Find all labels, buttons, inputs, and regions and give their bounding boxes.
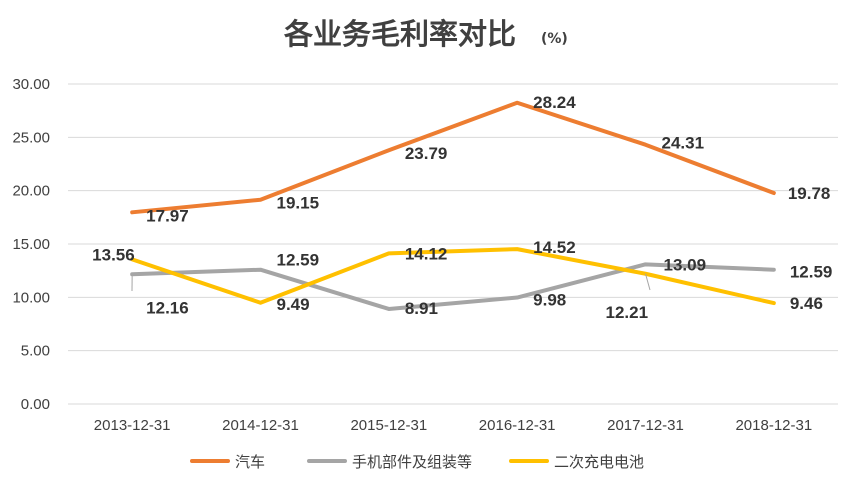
chart-title-unit: (%) [541, 31, 568, 47]
data-label: 24.31 [662, 134, 705, 153]
legend-label: 二次充电电池 [554, 453, 644, 471]
legend-label: 手机部件及组装等 [352, 453, 472, 471]
data-label: 14.52 [533, 238, 576, 257]
data-labels: 17.97 19.15 23.79 28.24 24.31 19.78 12.16 12.59… [92, 93, 832, 322]
data-label: 19.78 [788, 184, 831, 203]
y-tick-label: 30.00 [12, 76, 50, 93]
data-label: 14.12 [405, 244, 448, 263]
x-tick-label: 2013-12-31 [94, 417, 171, 434]
series-line-3 [130, 247, 776, 306]
x-tick-label: 2017-12-31 [607, 417, 684, 434]
legend-label: 汽车 [235, 453, 265, 471]
data-label: 23.79 [405, 144, 448, 163]
data-label: 28.24 [533, 93, 576, 112]
legend-item: 汽车 [190, 453, 265, 471]
legend: 汽车 手机部件及组装等 二次充电电池 [190, 453, 644, 471]
x-axis-tick-labels: 2013-12-31 2014-12-31 2015-12-31 2016-12-31… [94, 417, 812, 434]
data-label: 17.97 [146, 206, 189, 225]
series-line-2 [130, 262, 776, 311]
y-tick-label: 20.00 [12, 183, 50, 200]
data-label: 12.16 [146, 298, 189, 317]
y-tick-label: 10.00 [12, 289, 50, 306]
y-axis-tick-labels: 0.00 5.00 10.00 15.00 20.00 25.00 30.00 [12, 76, 50, 413]
data-label: 8.91 [405, 299, 438, 318]
label-leader-line [645, 273, 651, 291]
series-line-1 [130, 100, 776, 215]
y-tick-label: 5.00 [21, 343, 50, 360]
series-lines [130, 100, 776, 311]
data-label: 19.15 [277, 194, 320, 213]
y-tick-label: 0.00 [21, 396, 50, 413]
data-label: 13.56 [92, 245, 135, 264]
data-label: 12.59 [790, 263, 833, 282]
data-label: 9.49 [277, 295, 310, 314]
gridlines [68, 83, 838, 405]
x-tick-label: 2014-12-31 [222, 417, 299, 434]
data-label: 13.09 [664, 255, 707, 274]
data-label: 9.98 [533, 291, 566, 310]
data-label: 9.46 [790, 294, 823, 313]
y-tick-label: 25.00 [12, 129, 50, 146]
x-tick-label: 2016-12-31 [479, 417, 556, 434]
x-tick-label: 2018-12-31 [735, 417, 812, 434]
x-tick-label: 2015-12-31 [350, 417, 427, 434]
chart-title: 各业务毛利率对比 [283, 17, 516, 51]
legend-item: 手机部件及组装等 [307, 453, 472, 471]
y-tick-label: 15.00 [12, 236, 50, 253]
data-label: 12.21 [606, 303, 649, 322]
data-label: 12.59 [277, 251, 320, 270]
legend-item: 二次充电电池 [509, 453, 644, 471]
